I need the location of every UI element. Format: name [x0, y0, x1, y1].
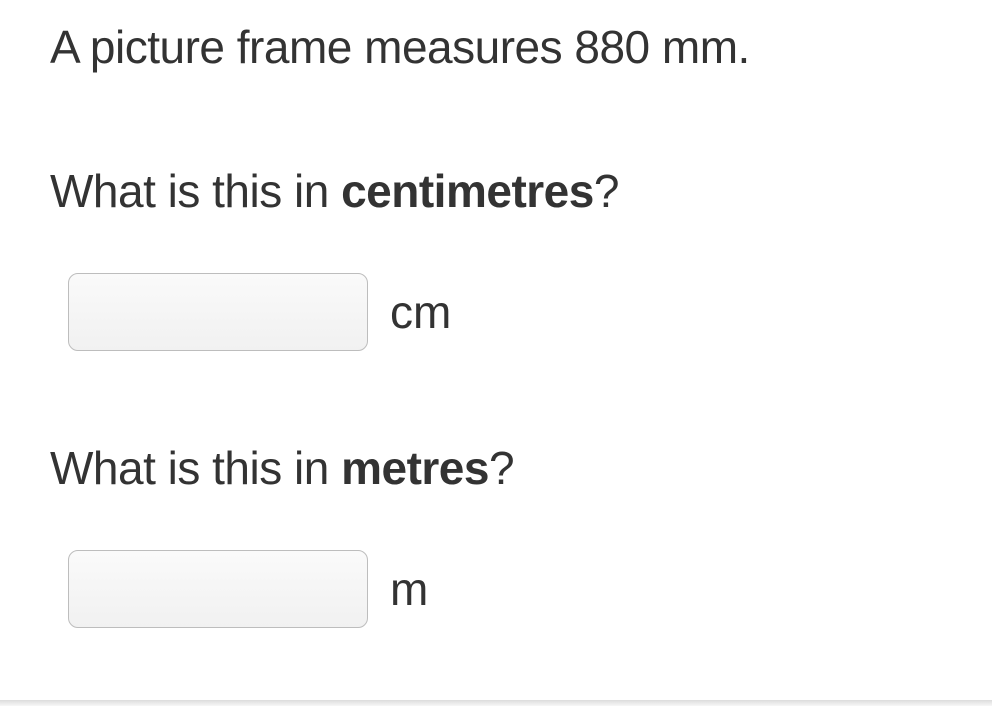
unit-cm: cm: [390, 285, 451, 339]
question-suffix: ?: [489, 442, 514, 494]
answer-row-m: m: [50, 550, 942, 628]
question-prefix: What is this in: [50, 165, 341, 217]
question-centimetres: What is this in centimetres?: [50, 164, 942, 218]
metres-input[interactable]: [68, 550, 368, 628]
question-metres: What is this in metres?: [50, 441, 942, 495]
bottom-separator: [0, 700, 992, 706]
centimetres-input[interactable]: [68, 273, 368, 351]
question-bold-centimetres: centimetres: [341, 165, 594, 217]
question-suffix: ?: [594, 165, 619, 217]
unit-m: m: [390, 562, 428, 616]
question-prefix: What is this in: [50, 442, 341, 494]
answer-row-cm: cm: [50, 273, 942, 351]
question-bold-metres: metres: [341, 442, 489, 494]
problem-statement: A picture frame measures 880 mm.: [50, 20, 942, 74]
